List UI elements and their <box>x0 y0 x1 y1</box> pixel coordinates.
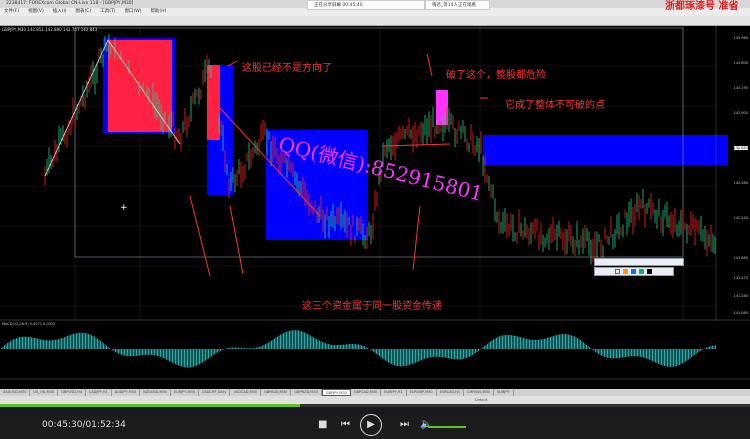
viewers-notice: 嗨达_等14人正在观看 <box>425 0 490 10</box>
volume-icon[interactable]: 🔈 <box>420 419 433 430</box>
symbol-tab[interactable]: USDCHF,Daily <box>199 389 231 396</box>
drawing-toolbar[interactable] <box>594 258 684 266</box>
price-axis: 143.960 143.600 143.295 142.905 142.843 … <box>718 26 750 321</box>
crosshair-cursor: + <box>120 203 128 213</box>
volume-slider[interactable] <box>428 426 467 428</box>
menu-tools[interactable]: 工具(T) <box>100 9 116 14</box>
progress-fill <box>0 404 300 407</box>
annotation-arrows <box>189 53 488 277</box>
menu-view[interactable]: 视图(V) <box>28 9 44 14</box>
price-label: 141.880 <box>733 256 748 260</box>
symbol-tab[interactable]: NZDUSD,M30 <box>140 389 171 396</box>
screen-share-notice: 正在分享屏幕 00:45:40 <box>307 0 425 10</box>
symbol-tab[interactable]: EURGBP,M30 <box>407 389 437 396</box>
selection-rectangle <box>74 27 684 258</box>
menu-help[interactable]: 帮助(H) <box>150 9 167 14</box>
color-picker[interactable] <box>594 267 674 276</box>
os-taskbar <box>0 407 750 416</box>
price-label: 143.600 <box>733 61 748 65</box>
annotation-direction: 这股已经不是方向了 <box>242 63 332 74</box>
symbol-tab[interactable]: GBPAUD,M30 <box>261 389 292 396</box>
symbol-tab[interactable]: EURJPY,M30 <box>171 389 199 396</box>
brand-watermark: 浙都琢漆号 准省 <box>665 1 739 12</box>
price-label: 142.905 <box>733 111 748 115</box>
annotation-unbreakable: 它成了整体不可破的点 <box>505 100 605 111</box>
zone-magenta <box>436 90 448 125</box>
symbol-tab[interactable]: CADJPY,H1 <box>86 389 112 396</box>
symbol-tab[interactable]: US_OIL,M30 <box>30 389 59 396</box>
chart-info: GBPJPY,M30 142.851 142.880 142.757 142.8… <box>2 27 98 32</box>
current-price-label: 142.843 <box>733 146 748 150</box>
profile-label: Default <box>475 398 488 402</box>
symbol-tab[interactable]: GBPCAD,M30 <box>351 389 382 396</box>
indicator-label: MACD(12,26,9) 0.0071 0.0052 <box>2 322 56 326</box>
menu-insert[interactable]: 插入(I) <box>52 9 67 14</box>
symbol-tab[interactable]: GBPNZD,M30 <box>291 389 322 396</box>
toolbar <box>0 16 750 26</box>
symbol-tab[interactable]: EURJPY <box>494 389 514 396</box>
stop-icon[interactable]: ■ <box>318 419 328 430</box>
playback-progress[interactable] <box>0 404 750 407</box>
play-button[interactable]: ▶ <box>360 414 382 436</box>
symbol-tab[interactable]: EURJPY,H1 <box>381 389 407 396</box>
price-label: 141.065 <box>733 311 748 315</box>
price-chart[interactable]: + <box>0 26 750 386</box>
next-icon[interactable]: ⏭ <box>400 419 409 430</box>
symbol-tab[interactable]: GBPJPY,M30 <box>321 389 351 396</box>
color-swatch-black[interactable] <box>647 269 652 274</box>
timecode: 00:45:30/01:52:34 <box>42 420 126 430</box>
macd-histogram <box>1 330 716 368</box>
menu-file[interactable]: 文件(F) <box>4 9 20 14</box>
price-label: 143.960 <box>733 36 748 40</box>
price-label: 141.475 <box>733 276 748 280</box>
status-bar <box>0 396 750 404</box>
menu-chart[interactable]: 图表(C) <box>75 9 92 14</box>
previous-icon[interactable]: ⏮ <box>341 419 350 430</box>
symbol-tab[interactable]: GBPUSD,H4 <box>58 389 86 396</box>
menu-window[interactable]: 窗口(W) <box>124 9 142 14</box>
symbol-tabs: XAUUSD,M30 US_OIL,M30 GBPUSD,H4 CADJPY,H1 AU… <box>0 389 750 396</box>
zone-red-2 <box>207 65 220 140</box>
symbol-tab[interactable]: CHFNAS,M30 <box>464 389 495 396</box>
annotation-capital-transfer: 这三个资金属于同一股资金传递 <box>302 301 442 312</box>
price-label: 142.240 <box>733 216 748 220</box>
symbol-tab[interactable]: XAUUSD,M30 <box>0 389 31 396</box>
price-label: 143.295 <box>733 86 748 90</box>
price-label: 142.580 <box>733 181 748 185</box>
zone-blue-4 <box>483 135 728 165</box>
color-swatch-blue[interactable] <box>631 269 636 274</box>
annotation-break-danger: 破了这个，整股都危险 <box>446 70 546 81</box>
symbol-tab[interactable]: EURCAD,H1 <box>437 389 465 396</box>
price-label: 141.280 <box>733 294 748 298</box>
symbol-tab[interactable]: USDCAD,M30 <box>230 389 262 396</box>
menu-bar: 文件(F) 视图(V) 插入(I) 图表(C) 工具(T) 窗口(W) 帮助(H… <box>0 8 750 16</box>
trend-line <box>44 39 181 177</box>
symbol-tab[interactable]: AUDJPY,M30 <box>112 389 141 396</box>
color-swatch-none[interactable] <box>615 269 620 274</box>
candles <box>44 33 716 265</box>
color-swatch-orange[interactable] <box>623 269 628 274</box>
color-swatch-green[interactable] <box>639 269 644 274</box>
